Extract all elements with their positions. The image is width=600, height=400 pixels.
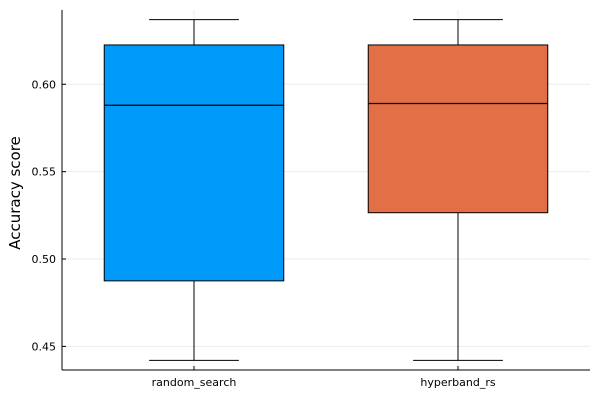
tick-labels: 0.45 0.50 0.55 0.60 random_search hyperband_r… (32, 78, 496, 389)
y-tick-label: 0.60 (32, 78, 57, 91)
x-tick-label: hyperband_rs (420, 376, 495, 389)
iqr-box (103, 44, 285, 282)
x-tick-label: random_search (152, 376, 237, 389)
y-axis-label: Accuracy score (6, 136, 24, 250)
box-series (103, 19, 549, 361)
y-tick-label: 0.55 (32, 166, 57, 179)
box-random-search (103, 19, 285, 361)
axes (61, 10, 590, 371)
y-tick-label: 0.45 (32, 340, 57, 353)
box-hyperband-rs (367, 19, 549, 361)
iqr-box (367, 44, 549, 214)
y-tick-label: 0.50 (32, 253, 57, 266)
